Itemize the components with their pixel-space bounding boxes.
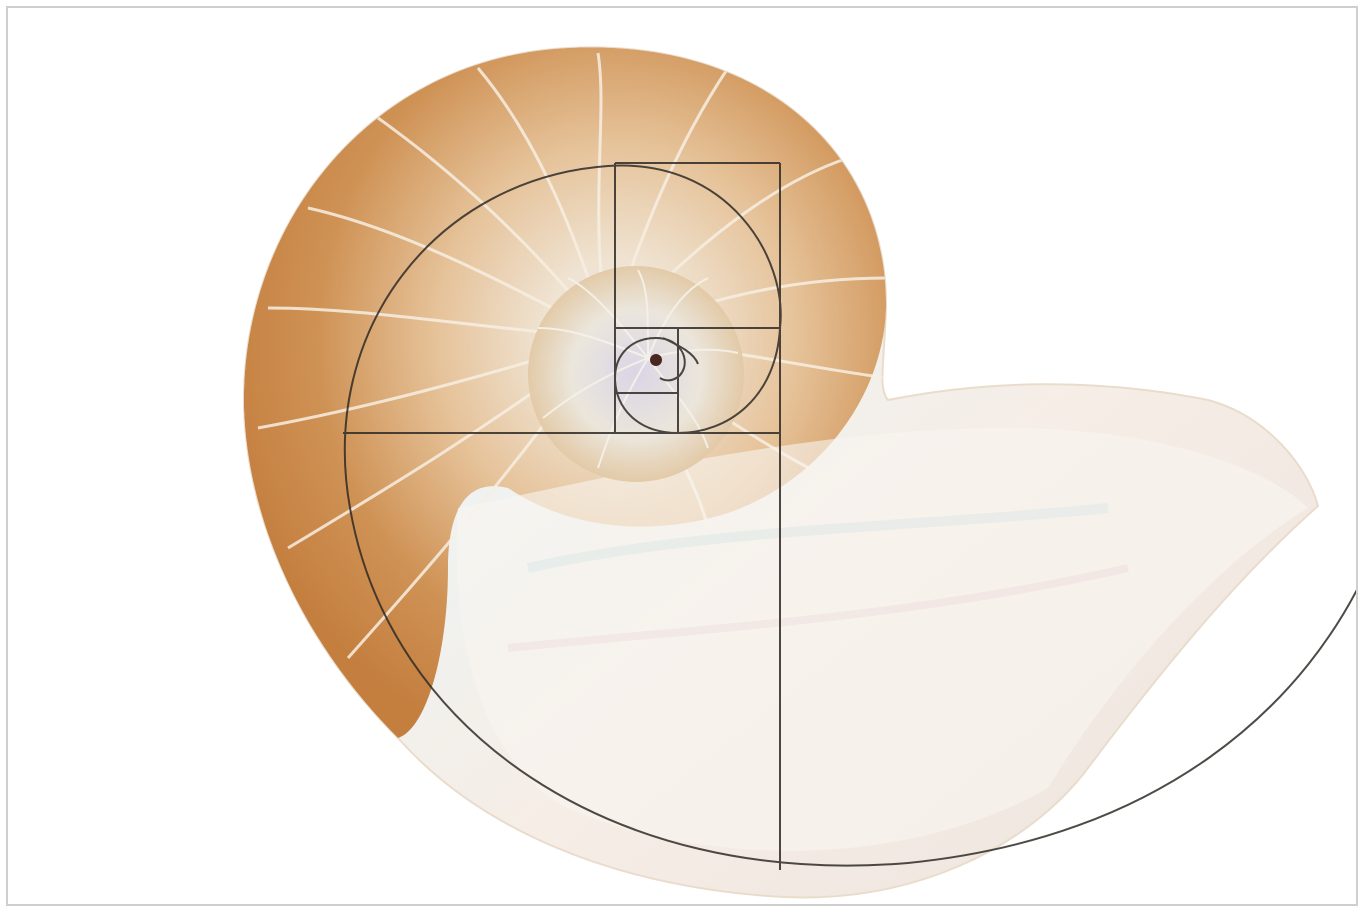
image-frame bbox=[6, 6, 1358, 906]
golden-ratio-overlay bbox=[343, 162, 1356, 870]
golden-spiral bbox=[343, 164, 1356, 867]
shell-center bbox=[650, 354, 662, 366]
shell-core bbox=[528, 266, 744, 482]
nautilus-illustration bbox=[242, 46, 1356, 899]
spiral-detail bbox=[662, 337, 699, 365]
